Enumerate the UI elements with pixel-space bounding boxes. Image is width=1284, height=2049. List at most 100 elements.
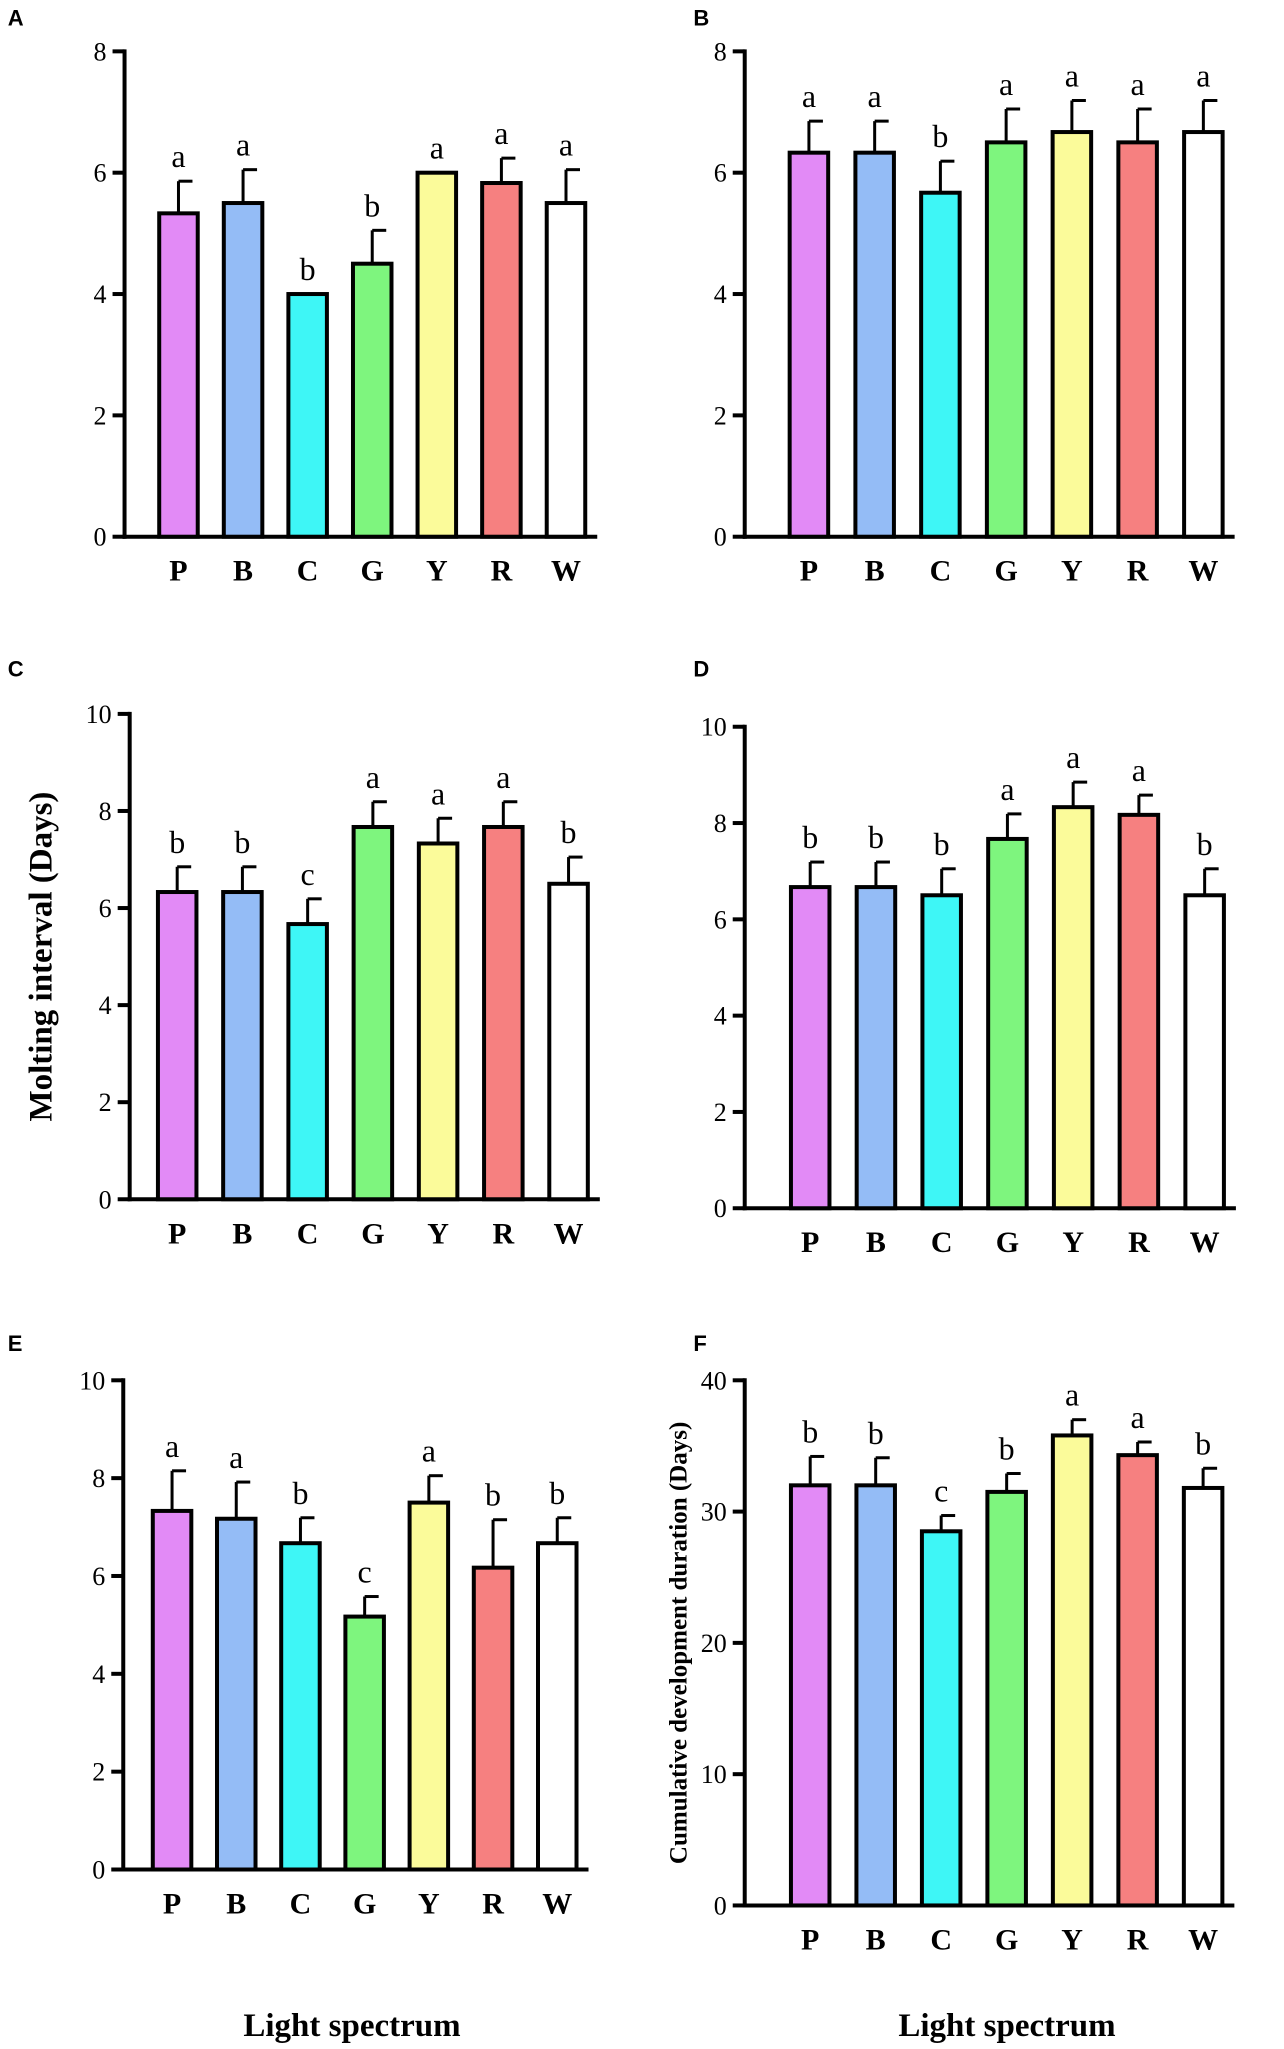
panel-f-xtick-label-p: P: [801, 1923, 819, 1956]
panel-e-bar-g: [343, 1614, 386, 1872]
panel-b: B 0 2 4 6 8 a Pa Bb Ca Ga Ya Ra W: [693, 6, 1235, 588]
panel-e-letter: E: [8, 1331, 23, 1356]
panel-d-ytick-label: 6: [714, 905, 727, 934]
panel-a-bar-c: [286, 292, 329, 539]
panel-c-bar-r: [482, 824, 525, 1202]
panel-c-letter: C: [8, 657, 24, 682]
panel-a-ytick-label: 8: [94, 37, 107, 66]
panel-b-bar-g: [984, 140, 1028, 539]
panel-a-ytick-label: 0: [94, 523, 107, 552]
panel-a-xtick-label-y: Y: [426, 555, 448, 588]
panel-a-xtick-label-p: P: [169, 555, 187, 588]
panel-a-bar-w: [544, 201, 588, 539]
panel-a-bar-b: [221, 201, 265, 539]
panel-c-xtick-label-p: P: [168, 1217, 186, 1250]
panel-c-ytick-label: 0: [99, 1185, 112, 1214]
panel-d-bar-r: [1117, 812, 1161, 1211]
panel-a-sig-letter-c: b: [300, 251, 316, 287]
panel-d-sig-letter-y: a: [1066, 739, 1080, 775]
panel-e-bar-r: [471, 1565, 515, 1872]
panel-b-sig-letter-w: a: [1196, 58, 1210, 94]
panel-c-bar-b: [221, 890, 264, 1202]
panel-b-sig-letter-g: a: [999, 66, 1013, 102]
panel-a-sig-letter-w: a: [559, 127, 573, 163]
panel-e-sig-letter-c: b: [292, 1475, 308, 1511]
panel-c-bar-g: [351, 824, 395, 1202]
panel-b-xtick-label-b: B: [865, 555, 885, 588]
panel-e-ytick-label: 4: [92, 1660, 105, 1689]
panel-e-xtick-label-g: G: [353, 1888, 376, 1921]
panel-d-ytick-label: 2: [714, 1098, 727, 1127]
panel-f-xtick-label-w: W: [1188, 1923, 1218, 1956]
panel-e-ytick-label: 10: [79, 1366, 105, 1395]
panel-d-sig-letter-r: a: [1132, 752, 1146, 788]
panel-c-sig-letter-c: c: [301, 856, 315, 892]
panel-f-letter: F: [693, 1331, 706, 1356]
panel-d-bar-p: [788, 885, 832, 1211]
panel-d-bar-y: [1051, 805, 1095, 1211]
panel-f-sig-letter-p: b: [802, 1413, 818, 1449]
panel-e-ytick-label: 8: [92, 1464, 105, 1493]
panel-e-ytick-label: 6: [92, 1562, 105, 1591]
panel-f-xtick-label-c: C: [930, 1923, 952, 1956]
panel-c-sig-letter-p: b: [169, 824, 185, 860]
panel-c-xtick-label-r: R: [492, 1217, 514, 1250]
panel-a-bar-p: [157, 211, 200, 539]
x-axis-title-right: Light spectrum: [898, 2008, 1115, 2044]
panel-e-xtick-label-p: P: [163, 1888, 181, 1921]
panel-d-bar-g: [986, 836, 1029, 1211]
panel-f-xtick-label-y: Y: [1061, 1923, 1083, 1956]
panel-d-xtick-label-b: B: [866, 1226, 886, 1259]
panel-d-sig-letter-w: b: [1197, 826, 1213, 862]
panel-f-sig-letter-c: c: [934, 1473, 948, 1509]
panel-f-sig-letter-w: b: [1195, 1425, 1211, 1461]
panel-c-sig-letter-g: a: [366, 759, 380, 795]
panel-a-xtick-label-c: C: [297, 555, 319, 588]
panel-e-xtick-label-b: B: [226, 1888, 246, 1921]
panel-c-xtick-label-w: W: [554, 1217, 584, 1250]
panel-d-xtick-label-y: Y: [1062, 1226, 1084, 1259]
panel-b-bar-w: [1182, 130, 1225, 539]
panel-b-sig-letter-p: a: [802, 78, 816, 114]
panel-d-xtick-label-w: W: [1190, 1226, 1220, 1259]
panel-d-letter: D: [693, 657, 709, 682]
panel-a-sig-letter-p: a: [171, 138, 185, 174]
panel-f-ytick-label: 20: [701, 1629, 727, 1658]
panel-f-ytick-label: 10: [701, 1760, 727, 1789]
panel-c-bar-c: [286, 922, 329, 1202]
panel-b-ytick-label: 6: [714, 159, 727, 188]
panel-b-bar-p: [787, 150, 831, 539]
panel-a-sig-letter-y: a: [430, 130, 444, 166]
panel-d-sig-letter-p: b: [802, 819, 818, 855]
panel-e-sig-letter-p: a: [165, 1428, 179, 1464]
panel-a-letter: A: [8, 6, 24, 31]
panel-b-xtick-label-r: R: [1127, 555, 1149, 588]
panel-f-y-axis-title: Cumulative development duration (Days): [666, 1422, 693, 1864]
panel-c-bar-w: [547, 881, 590, 1202]
panel-f-ytick-label: 30: [701, 1498, 727, 1527]
panel-a-xtick-label-r: R: [491, 555, 513, 588]
panel-f: F 0 10 20 30 40 b Pb Bc Cb Ga Ya Rb W Cumulative devel…: [666, 1331, 1235, 1956]
panel-d-sig-letter-g: a: [1000, 771, 1014, 807]
panel-c-y-axis-title: Molting interval (Days): [24, 792, 60, 1122]
panel-a-ytick-label: 2: [94, 401, 107, 430]
panel-d-xtick-label-p: P: [801, 1226, 819, 1259]
panel-c-xtick-label-c: C: [297, 1217, 319, 1250]
panel-f-ytick-label: 40: [701, 1366, 727, 1395]
panel-d-bar-c: [920, 893, 963, 1211]
panel-c-bar-p: [155, 890, 199, 1202]
panel-b-sig-letter-c: b: [932, 118, 948, 154]
panel-c-xtick-label-y: Y: [427, 1217, 449, 1250]
panel-d-xtick-label-r: R: [1128, 1226, 1150, 1259]
panel-a-bar-y: [415, 170, 459, 539]
panel-a-sig-letter-g: b: [364, 187, 380, 223]
panel-c-ytick-label: 4: [99, 991, 112, 1020]
panel-e-sig-letter-w: b: [549, 1475, 565, 1511]
panel-c-ytick-label: 10: [86, 700, 112, 729]
panel-b-ytick-label: 2: [714, 401, 727, 430]
panel-d: D 0 2 4 6 8 10 b Pb Bb Ca Ga Ya Rb W: [693, 657, 1236, 1259]
panel-f-bar-g: [985, 1489, 1028, 1908]
panel-b-bar-b: [853, 150, 896, 539]
panel-f-sig-letter-y: a: [1065, 1377, 1079, 1413]
panel-f-ytick-label: 0: [714, 1891, 727, 1920]
